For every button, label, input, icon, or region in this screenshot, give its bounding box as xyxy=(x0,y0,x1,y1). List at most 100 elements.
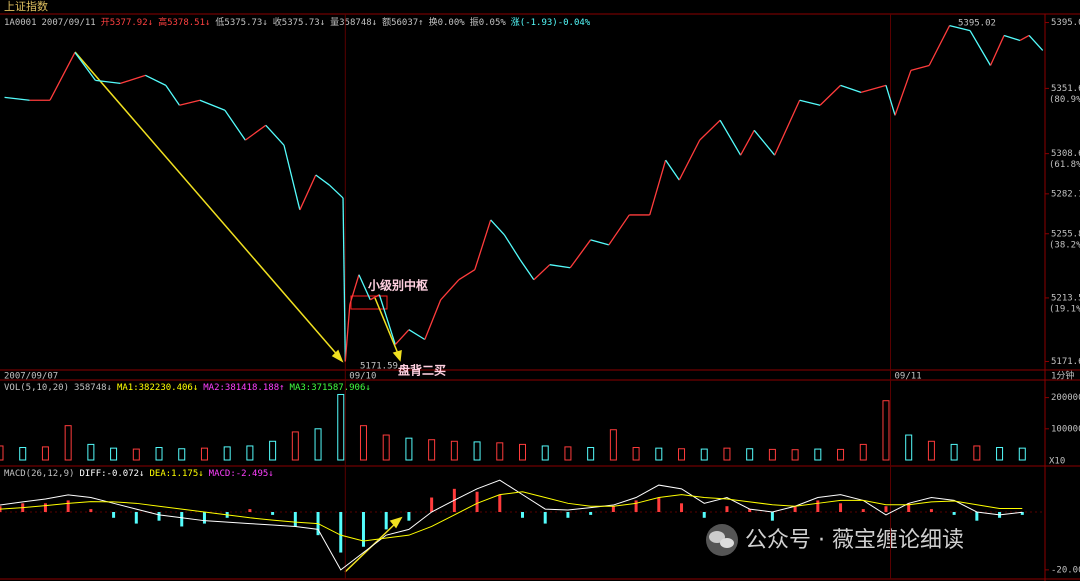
volume-bar xyxy=(768,448,776,461)
y-tick-label: 5171.6 xyxy=(1051,357,1080,367)
macd-bar xyxy=(611,506,615,512)
volume-bar xyxy=(428,439,436,461)
macd-bar xyxy=(657,497,661,512)
unit-label: X10 xyxy=(1049,457,1065,467)
price-segment xyxy=(369,294,380,301)
macd-bar xyxy=(952,512,956,515)
macd-bar xyxy=(407,512,411,521)
macd-bar xyxy=(589,512,593,515)
price-segment xyxy=(244,124,267,141)
price-segment xyxy=(799,99,821,106)
price-segment xyxy=(145,74,167,86)
info-item: MA2:381418.188↑ xyxy=(203,383,284,393)
volume-bar xyxy=(405,437,413,461)
price-segment xyxy=(678,139,701,181)
price-segment xyxy=(4,96,30,101)
volume-bar xyxy=(700,448,708,461)
volume-bar xyxy=(19,447,27,461)
price-segment xyxy=(165,84,181,106)
price-segment xyxy=(299,174,317,211)
volume-bar xyxy=(541,445,549,461)
macd-bar xyxy=(884,506,888,512)
price-segment xyxy=(1003,34,1021,42)
price-segment xyxy=(344,304,351,362)
info-item: 振0.05% xyxy=(470,16,507,28)
volume-bar xyxy=(678,448,686,461)
info-item: MACD(26,12,9) xyxy=(4,469,74,479)
info-item: 2007/09/11 xyxy=(42,18,96,28)
price-segment xyxy=(458,269,476,281)
price-segment xyxy=(95,79,121,85)
volume-bar xyxy=(950,443,958,461)
macd-bar xyxy=(543,512,547,524)
info-item: MACD:-2.495↓ xyxy=(209,469,274,479)
price-segment xyxy=(885,85,896,116)
macd-bar xyxy=(929,509,933,512)
price-segment xyxy=(328,184,344,199)
macd-bar xyxy=(157,512,161,521)
info-line: 1A0001 2007/09/11 开5377.92↓ 高5378.51↓ 低5375.… xyxy=(4,16,591,28)
y-tick-label: -20.00 xyxy=(1051,565,1080,575)
volume-bar xyxy=(223,446,231,461)
volume-bar xyxy=(87,443,95,461)
price-segment xyxy=(928,25,951,66)
info-item: 高5378.51↓ xyxy=(158,16,210,28)
macd-bar xyxy=(680,503,684,512)
price-segment xyxy=(394,329,410,345)
price-segment xyxy=(283,144,301,211)
y-tick-label: 5255.8 xyxy=(1051,229,1080,239)
y-tick-label: 200000 xyxy=(1051,393,1080,403)
annotation: 5395.02 xyxy=(958,19,996,29)
info-item: VOL(5,10,20) xyxy=(4,383,69,393)
macd-line xyxy=(0,479,1023,571)
volume-bar xyxy=(178,448,186,461)
volume-bar xyxy=(155,447,163,461)
macd-bar xyxy=(861,509,865,512)
volume-bar xyxy=(41,446,49,461)
price-segment xyxy=(342,197,346,362)
volume-bar xyxy=(791,449,799,461)
price-segment xyxy=(519,259,535,281)
price-segment xyxy=(699,119,721,141)
macd-bar xyxy=(839,503,843,512)
price-segment xyxy=(179,99,201,106)
volume-bar xyxy=(382,434,390,461)
volume-bar xyxy=(746,448,754,461)
watermark-icon xyxy=(706,524,738,556)
price-segment xyxy=(533,264,551,281)
price-segment xyxy=(265,124,285,146)
x-tick-label: 09/10 xyxy=(349,372,376,382)
price-segment xyxy=(840,84,862,93)
price-segment xyxy=(358,274,371,301)
price-segment xyxy=(910,64,930,71)
price-segment xyxy=(608,214,630,246)
price-segment xyxy=(490,219,505,236)
macd-bar xyxy=(1020,512,1024,515)
info-item: 开5377.92↓ xyxy=(101,17,153,28)
macd-bar xyxy=(248,509,252,512)
volume-bar xyxy=(64,425,72,461)
price-segment xyxy=(949,24,971,32)
y-tick-pct: (38.2%) xyxy=(1049,240,1080,250)
annotation: 小级别中枢 xyxy=(368,278,428,293)
macd-bar xyxy=(702,512,706,518)
volume-bar xyxy=(882,400,890,461)
volume-bar xyxy=(927,440,935,461)
price-segment xyxy=(1019,34,1030,42)
macd-bar xyxy=(975,512,979,521)
macd-bar xyxy=(66,500,70,512)
macd-bar xyxy=(134,512,138,524)
macd-bar xyxy=(384,512,388,530)
period-label: 1分钟 xyxy=(1051,370,1074,382)
volume-bar xyxy=(359,425,367,461)
volume-bar xyxy=(519,443,526,461)
price-segment xyxy=(474,219,492,270)
y-tick-label: 5308.6 xyxy=(1051,149,1080,159)
macd-bar xyxy=(793,506,797,512)
price-segment xyxy=(549,264,571,269)
volume-bar xyxy=(564,446,572,461)
macd-bar xyxy=(361,512,365,547)
annotation: 盘背二买 xyxy=(398,363,446,378)
volume-bar xyxy=(905,434,913,461)
